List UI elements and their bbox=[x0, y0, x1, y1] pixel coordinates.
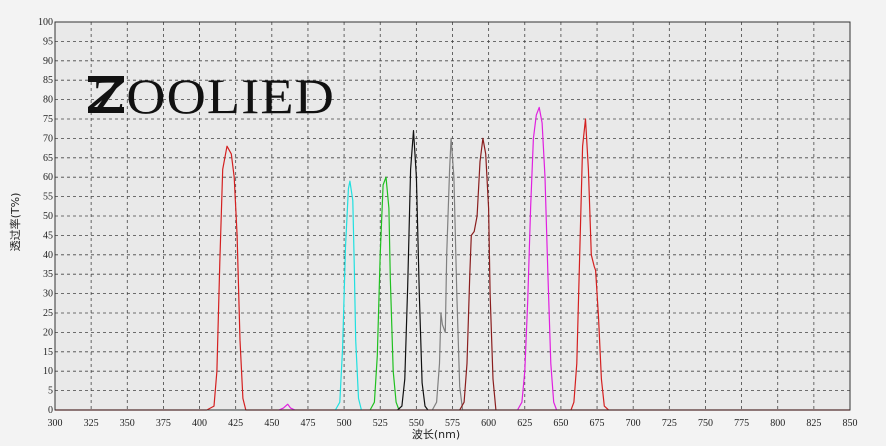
x-tick-label: 375 bbox=[156, 418, 171, 429]
x-tick-label: 825 bbox=[806, 418, 821, 429]
series-line bbox=[570, 118, 610, 411]
y-tick-label: 15 bbox=[43, 347, 53, 358]
y-tick-label: 70 bbox=[43, 133, 53, 144]
logo-mark-bar bbox=[88, 76, 124, 82]
series-line bbox=[334, 180, 362, 411]
x-tick-label: 400 bbox=[192, 418, 207, 429]
y-tick-label: 30 bbox=[43, 289, 53, 300]
y-tick-label: 80 bbox=[43, 95, 53, 106]
x-tick-label: 850 bbox=[843, 418, 858, 429]
series-line bbox=[397, 130, 429, 411]
y-tick-label: 75 bbox=[43, 114, 53, 125]
series-line bbox=[55, 145, 850, 411]
logo-text: ZOOLIED bbox=[92, 68, 335, 124]
x-tick-label: 450 bbox=[264, 418, 279, 429]
y-tick-labels: 0 5 10 15 20 25 30 35 40 45 50 55 60 65 70 75 80 85 90 95 10… bbox=[38, 17, 53, 416]
y-axis-label: 透过率(T%) bbox=[8, 193, 22, 252]
y-tick-label: 50 bbox=[43, 211, 53, 222]
y-tick-label: 45 bbox=[43, 230, 53, 241]
x-tick-label: 725 bbox=[662, 418, 677, 429]
x-tick-label: 800 bbox=[770, 418, 785, 429]
x-tick-label: 325 bbox=[84, 418, 99, 429]
y-tick-label: 20 bbox=[43, 327, 53, 338]
x-tick-label: 750 bbox=[698, 418, 713, 429]
x-tick-label: 425 bbox=[228, 418, 243, 429]
x-tick-label: 575 bbox=[445, 418, 460, 429]
x-tick-label: 650 bbox=[553, 418, 568, 429]
y-tick-label: 100 bbox=[38, 17, 53, 28]
series-line bbox=[431, 137, 464, 411]
x-tick-label: 525 bbox=[373, 418, 388, 429]
x-tick-label: 675 bbox=[590, 418, 605, 429]
y-tick-label: 85 bbox=[43, 75, 53, 86]
logo-mark-diagonal bbox=[88, 82, 124, 107]
x-tick-label: 775 bbox=[734, 418, 749, 429]
x-tick-label: 600 bbox=[481, 418, 496, 429]
series-line bbox=[459, 137, 497, 411]
y-tick-label: 65 bbox=[43, 153, 53, 164]
x-tick-label: 475 bbox=[300, 418, 315, 429]
x-tick-label: 500 bbox=[337, 418, 352, 429]
y-tick-label: 10 bbox=[43, 366, 53, 377]
x-tick-label: 300 bbox=[48, 418, 63, 429]
y-tick-label: 55 bbox=[43, 192, 53, 203]
series-line bbox=[516, 106, 558, 411]
y-tick-label: 60 bbox=[43, 172, 53, 183]
x-tick-label: 350 bbox=[120, 418, 135, 429]
logo-mark-bar bbox=[88, 107, 124, 113]
y-tick-label: 5 bbox=[48, 386, 53, 397]
x-tick-label: 625 bbox=[517, 418, 532, 429]
x-tick-label: 700 bbox=[626, 418, 641, 429]
brand-logo: ZOOLIED bbox=[88, 68, 335, 124]
y-tick-label: 95 bbox=[43, 36, 53, 47]
y-tick-label: 90 bbox=[43, 56, 53, 67]
y-tick-label: 0 bbox=[48, 405, 53, 416]
y-tick-label: 35 bbox=[43, 269, 53, 280]
y-tick-label: 25 bbox=[43, 308, 53, 319]
series-line bbox=[278, 403, 296, 411]
grid-lines bbox=[55, 22, 850, 410]
plot-frame bbox=[54, 21, 851, 411]
series-line bbox=[369, 176, 400, 411]
series-layer bbox=[55, 106, 850, 411]
x-tick-label: 550 bbox=[409, 418, 424, 429]
x-axis-label: 波长(nm) bbox=[412, 428, 460, 441]
x-tick-labels: 300 325 350 375 400 425 450 475 500 525 550 575 600 6… bbox=[48, 418, 858, 429]
y-tick-label: 40 bbox=[43, 250, 53, 261]
